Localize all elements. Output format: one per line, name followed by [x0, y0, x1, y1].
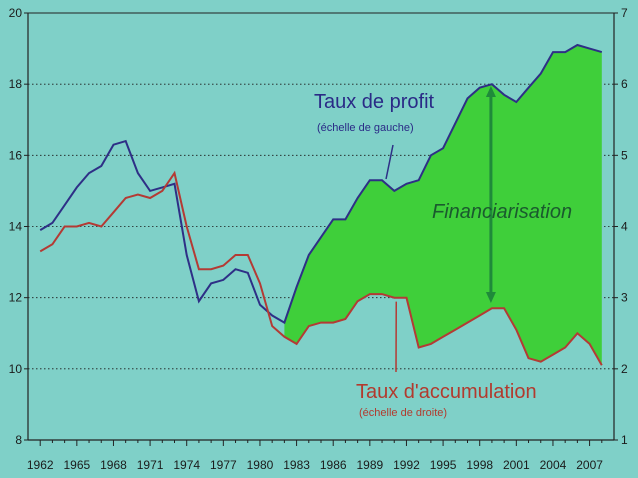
- series-line-taux-de-profit: [39, 43, 603, 325]
- x-tick-label: 2001: [503, 458, 530, 472]
- y-left-tick-label: 16: [9, 148, 23, 162]
- profit-label: Taux de profit: [314, 91, 435, 113]
- x-tick-label: 1977: [210, 458, 237, 472]
- arrow-head-down: [485, 292, 496, 304]
- axes: [24, 12, 618, 446]
- y-left-tick-label: 10: [9, 362, 23, 376]
- financiarisation-area: [284, 45, 602, 366]
- financiarisation-arrow: [485, 85, 496, 304]
- accumulation-sublabel: (échelle de droite): [359, 407, 447, 419]
- arrow-head-up: [485, 85, 496, 97]
- y-right-tick-label: 2: [621, 362, 628, 376]
- y-right-tick-label: 5: [621, 148, 628, 162]
- annotation-pointers: [385, 144, 397, 373]
- accumulation-label: Taux d'accumulation: [356, 381, 537, 403]
- x-tick-label: 1971: [137, 458, 164, 472]
- x-tick-label: 1980: [247, 458, 274, 472]
- x-tick-label: 1968: [100, 458, 127, 472]
- y-right-tick-label: 4: [621, 220, 628, 234]
- x-tick-label: 1992: [393, 458, 420, 472]
- x-tick-label: 1965: [63, 458, 90, 472]
- y-right-tick-label: 6: [621, 77, 628, 91]
- y-left-tick-label: 20: [9, 6, 23, 20]
- x-tick-label: 1989: [356, 458, 383, 472]
- y-left-tick-label: 8: [15, 433, 22, 447]
- x-tick-label: 1998: [466, 458, 493, 472]
- profit-sublabel: (échelle de gauche): [317, 122, 414, 134]
- x-tick-label: 1995: [430, 458, 457, 472]
- y-right-tick-label: 1: [621, 433, 628, 447]
- x-tick-label: 1983: [283, 458, 310, 472]
- y-right-tick-label: 3: [621, 291, 628, 305]
- y-right-tick-label: 7: [621, 6, 628, 20]
- series-line-taux-d-accumulation: [39, 170, 603, 366]
- y-left-tick-label: 18: [9, 77, 23, 91]
- x-tick-label: 2004: [540, 458, 567, 472]
- profit-pointer: [385, 144, 394, 180]
- financiarisation-label: Financiarisation: [432, 201, 572, 223]
- x-tick-label: 1974: [173, 458, 200, 472]
- y-left-tick-label: 14: [9, 220, 23, 234]
- x-tick-label: 1962: [27, 458, 54, 472]
- x-tick-label: 2007: [576, 458, 603, 472]
- x-tick-label: 1986: [320, 458, 347, 472]
- y-left-tick-label: 12: [9, 291, 23, 305]
